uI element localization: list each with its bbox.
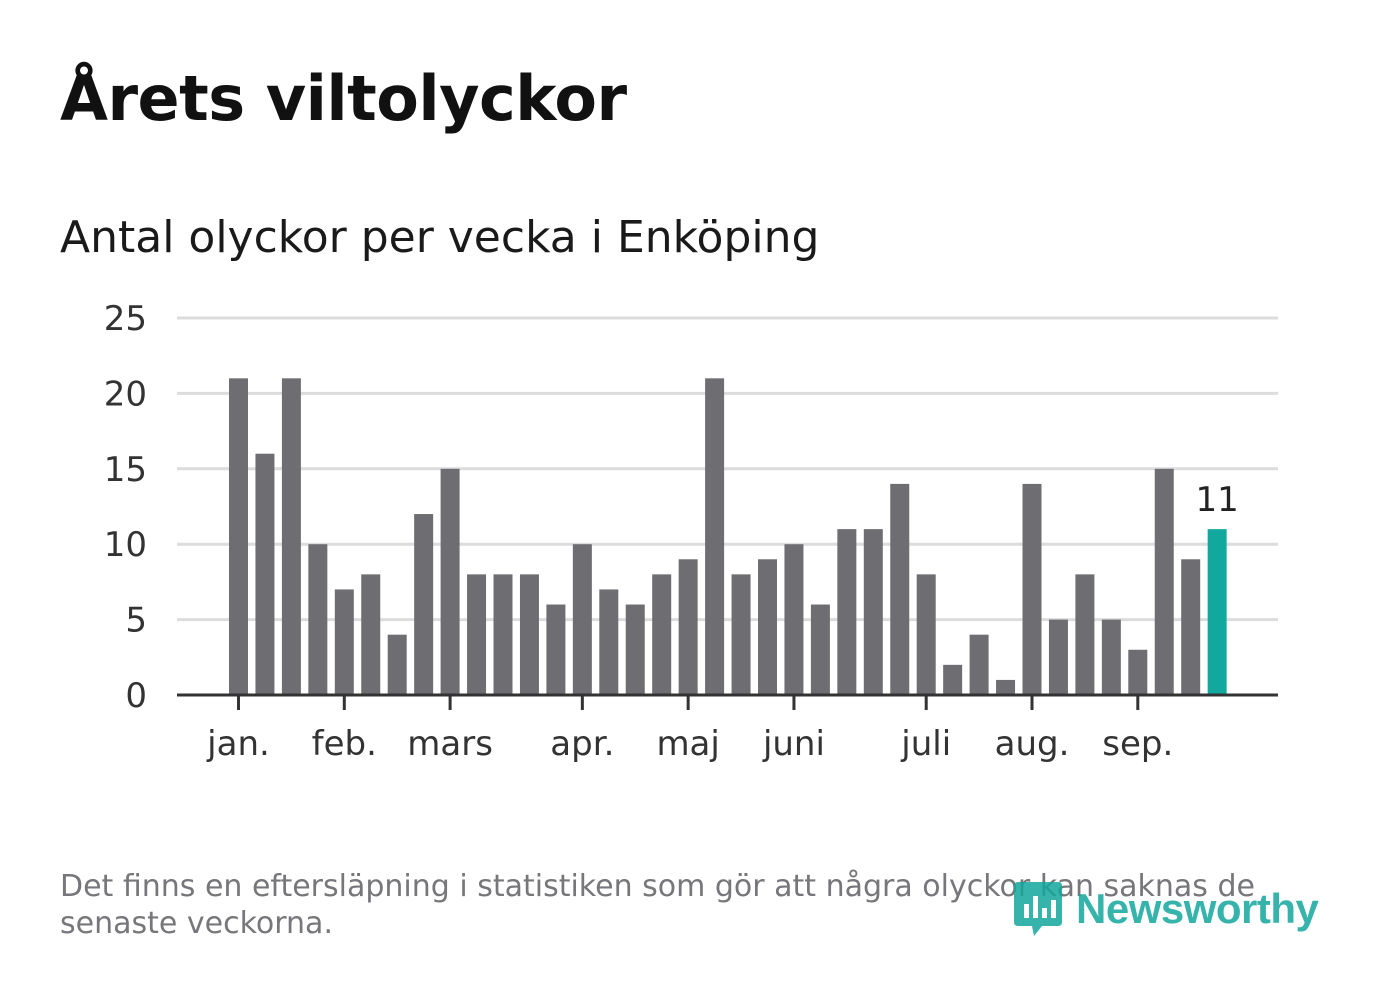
y-tick-label: 25 (104, 299, 147, 339)
bar (969, 634, 989, 695)
bar (334, 589, 354, 695)
bar (1128, 649, 1148, 695)
bar (1101, 619, 1121, 695)
bar (1154, 468, 1174, 695)
bar (837, 529, 857, 695)
x-tick-label: jan. (206, 724, 270, 764)
bar (229, 378, 248, 695)
bar (255, 453, 275, 695)
bar (1048, 619, 1068, 695)
brand-name: Newsworthy (1076, 885, 1319, 932)
bar (652, 574, 672, 695)
bars (229, 378, 1227, 695)
bar (467, 574, 487, 695)
data-labels: 11 (1196, 480, 1239, 520)
bar (625, 604, 645, 695)
x-tick-label: juni (762, 724, 825, 764)
x-tick-label: aug. (995, 724, 1070, 764)
y-tick-label: 15 (104, 450, 147, 490)
x-tick-label: maj (656, 724, 719, 764)
bar-highlight (1207, 529, 1227, 695)
bar (758, 559, 777, 695)
x-tick-label: sep. (1102, 724, 1173, 764)
y-tick-label: 0 (125, 676, 147, 716)
bar (387, 634, 407, 695)
y-tick-label: 5 (125, 601, 147, 641)
bar (493, 574, 513, 695)
bar (308, 544, 328, 695)
bar (890, 483, 910, 695)
bar (916, 574, 936, 695)
bar (810, 604, 830, 695)
x-tick-label: apr. (550, 724, 614, 764)
bar (519, 574, 539, 695)
bar (705, 378, 725, 695)
bar (572, 544, 592, 695)
bar (281, 378, 301, 695)
chart-title: Årets viltolyckor (60, 62, 627, 135)
bar (599, 589, 619, 695)
bar (678, 559, 698, 695)
newsworthy-logo: Newsworthy (1012, 878, 1319, 940)
bar (943, 664, 963, 695)
bar (440, 468, 460, 695)
y-tick-label: 20 (104, 374, 147, 414)
chart-bubble-icon (1014, 882, 1062, 936)
data-label-highlight: 11 (1196, 480, 1239, 520)
bar (1181, 559, 1201, 695)
bar (1075, 574, 1095, 695)
bar-chart: 0 5 10 15 20 25 jan. feb. mars apr. maj juni juli au… (104, 299, 1278, 764)
gridlines (177, 316, 1278, 622)
x-axis-ticks: jan. feb. mars apr. maj juni juli aug. sep. (206, 695, 1173, 764)
x-tick-label: mars (407, 724, 493, 764)
bar (414, 514, 434, 695)
x-tick-label: feb. (312, 724, 377, 764)
x-tick-label: juli (900, 724, 951, 764)
y-tick-label: 10 (104, 525, 147, 565)
bar (546, 604, 566, 695)
y-axis-ticks: 0 5 10 15 20 25 (104, 299, 147, 716)
chart-subtitle: Antal olyckor per vecka i Enköping (60, 212, 820, 263)
bar (361, 574, 381, 695)
bar (731, 574, 751, 695)
bar (1022, 483, 1042, 695)
bar (784, 544, 804, 695)
bar (863, 529, 883, 695)
bar (996, 679, 1016, 695)
